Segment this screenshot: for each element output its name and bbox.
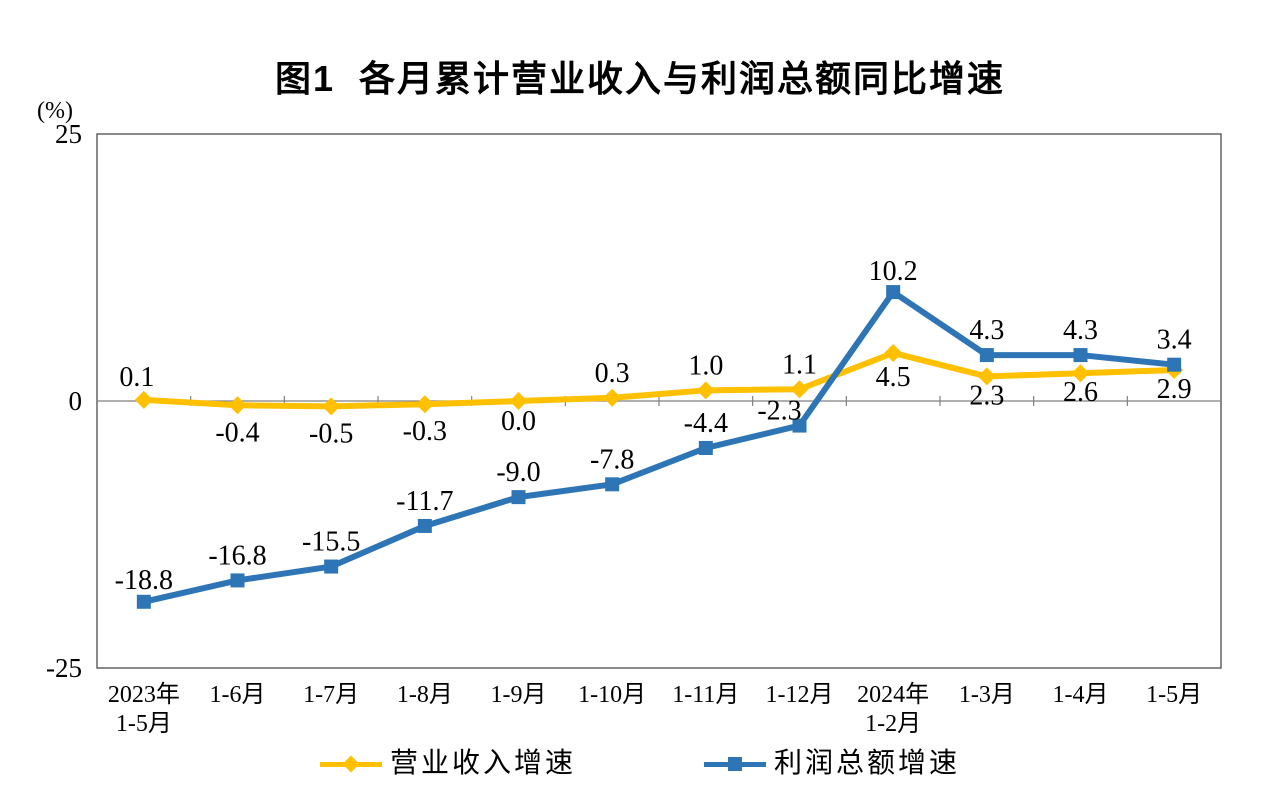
- profit-growth-point-marker: [1073, 348, 1088, 363]
- x-axis-label: 1-7月: [303, 682, 359, 708]
- revenue-growth-point-marker: [603, 388, 622, 407]
- revenue-growth-data-label: 2.3: [969, 380, 1004, 411]
- revenue-growth-data-label: -0.5: [309, 418, 353, 449]
- legend-label: 营业收入增速: [389, 748, 576, 779]
- profit-growth-point-marker: [698, 440, 713, 455]
- revenue-growth-data-label: -0.4: [215, 417, 259, 448]
- y-axis-tick-label: -25: [46, 653, 82, 683]
- revenue-growth-data-label: 4.5: [876, 362, 911, 393]
- profit-growth-data-label: 4.3: [969, 315, 1004, 346]
- x-axis-label: 1-2月: [865, 711, 921, 737]
- revenue-growth-data-label: 0.1: [119, 362, 154, 393]
- x-axis-label: 1-10月: [578, 682, 646, 708]
- revenue-growth-point-marker: [134, 390, 153, 409]
- profit-growth-data-label: 4.3: [1063, 315, 1098, 346]
- profit-growth-line: [140, 289, 1178, 605]
- x-axis-label: 1-12月: [766, 682, 834, 708]
- revenue-growth-data-label: 2.9: [1157, 374, 1192, 405]
- revenue-growth-data-label: 2.6: [1063, 377, 1098, 408]
- y-axis-tick-label: 0: [69, 386, 83, 416]
- profit-growth-data-label: -9.0: [496, 457, 540, 488]
- revenue-growth-point-marker: [509, 392, 528, 410]
- x-axis-label: 1-8月: [397, 682, 453, 708]
- revenue-growth-point-marker: [322, 397, 341, 416]
- x-axis-label: 1-11月: [672, 682, 739, 708]
- legend-item-profit-growth: 利润总额增速: [704, 750, 960, 778]
- profit-growth-data-label: -4.4: [684, 408, 728, 439]
- legend-diamond-marker-icon: [319, 754, 382, 774]
- profit-growth-point-marker: [324, 559, 339, 574]
- profit-growth-point-marker: [511, 490, 526, 505]
- revenue-growth-point-marker: [696, 381, 715, 400]
- y-axis-tick-label: 25: [55, 119, 82, 149]
- revenue-growth-data-label: 0.3: [595, 358, 630, 389]
- revenue-growth-point-marker: [228, 396, 247, 415]
- revenue-growth-point-marker: [790, 380, 809, 399]
- revenue-growth-data-label: 0.0: [501, 406, 536, 437]
- revenue-growth-point-marker: [884, 343, 903, 362]
- profit-growth-data-label: 3.4: [1157, 325, 1192, 356]
- profit-growth-point-marker: [230, 573, 245, 588]
- x-axis-label: 1-3月: [959, 682, 1015, 708]
- profit-growth-data-label: -7.8: [590, 444, 634, 475]
- y-axis-unit-label: (%): [37, 98, 73, 124]
- profit-growth-data-label: -16.8: [208, 540, 266, 571]
- legend-item-revenue-growth: 营业收入增速: [319, 748, 576, 779]
- legend-square-marker-icon: [704, 754, 766, 774]
- profit-growth-point-marker: [1167, 357, 1182, 372]
- x-axis-label: 2024年: [857, 681, 929, 708]
- profit-growth-data-label: -11.7: [396, 486, 453, 517]
- revenue-growth-data-label: 1.1: [782, 349, 817, 380]
- x-axis-label: 1-5月: [116, 711, 172, 737]
- legend: 营业收入增速 利润总额增速: [0, 750, 1280, 778]
- profit-growth-point-marker: [417, 518, 432, 533]
- profit-growth-point-marker: [605, 477, 620, 492]
- x-axis-label: 1-9月: [491, 682, 547, 708]
- x-axis-label: 1-4月: [1053, 682, 1109, 708]
- profit-growth-data-label: -2.3: [757, 396, 801, 427]
- profit-growth-data-label: -18.8: [115, 565, 173, 596]
- profit-growth-point-marker: [792, 418, 807, 433]
- x-axis-label: 1-5月: [1146, 682, 1202, 708]
- revenue-growth-line: [140, 349, 1178, 410]
- revenue-growth-data-label: 1.0: [688, 350, 723, 381]
- legend-label: 利润总额增速: [774, 748, 961, 779]
- x-axis-label: 2023年: [108, 681, 180, 708]
- profit-growth-data-label: -15.5: [302, 527, 360, 558]
- profit-growth-point-marker: [886, 285, 901, 300]
- profit-growth-data-label: 10.2: [869, 256, 918, 287]
- revenue-growth-data-label: -0.3: [403, 416, 447, 447]
- profit-growth-point-marker: [979, 348, 994, 363]
- x-axis-label: 1-6月: [210, 682, 266, 708]
- revenue-growth-point-marker: [415, 395, 434, 414]
- profit-growth-point-marker: [136, 594, 151, 609]
- chart-title: 图1 各月累计营业收入与利润总额同比增速: [274, 58, 1006, 99]
- revenue-growth-point-marker: [977, 367, 996, 386]
- revenue-growth-point-marker: [1071, 364, 1090, 383]
